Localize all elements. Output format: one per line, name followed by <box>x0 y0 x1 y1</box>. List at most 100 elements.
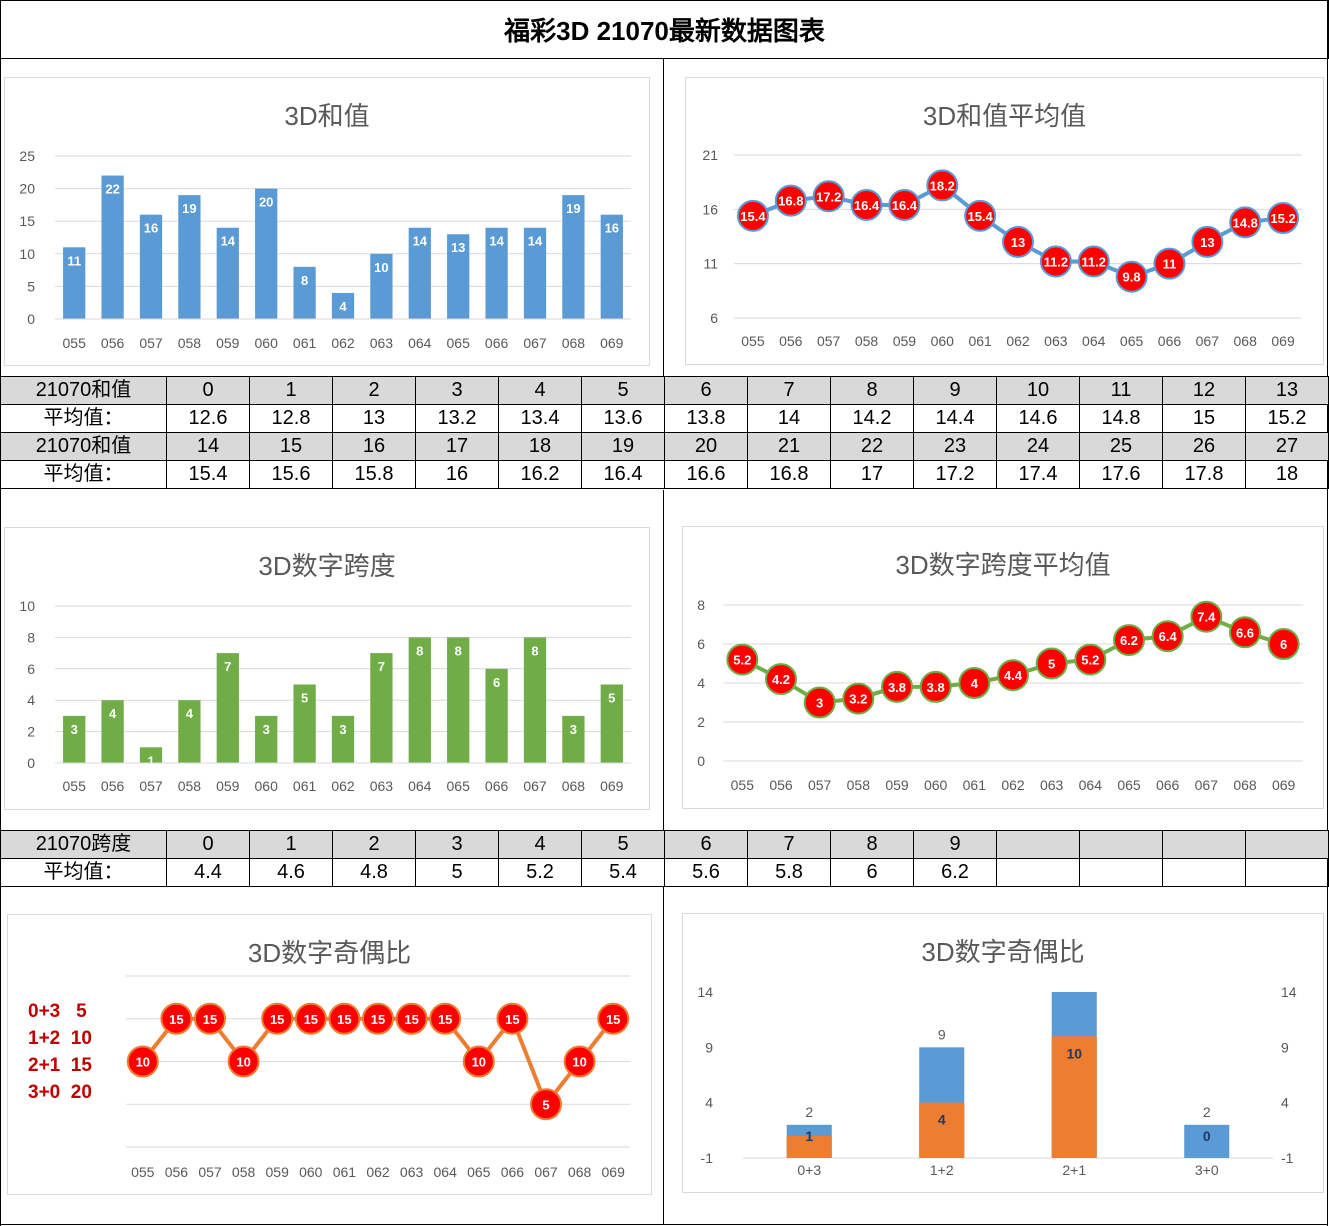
chart-title: 3D和值 <box>284 101 370 131</box>
table-row: 平均值： 4.4 4.6 4.8 5 5.2 5.4 5.6 5.8 6 6.2 <box>0 858 1329 887</box>
bar <box>408 227 431 319</box>
data-label: 4 <box>971 676 979 691</box>
bar <box>408 637 431 763</box>
x-tick-label: 067 <box>523 778 547 794</box>
data-label: 4 <box>938 1112 946 1128</box>
table-cell: 21 <box>747 432 831 461</box>
bar <box>216 227 239 319</box>
bar <box>63 247 86 319</box>
x-tick-label: 058 <box>847 777 871 793</box>
data-label: 16.4 <box>892 198 918 213</box>
data-label: 5 <box>542 1097 549 1112</box>
table-cell <box>1079 858 1163 887</box>
data-label: 15.2 <box>1270 211 1295 226</box>
y-tick-label: 0 <box>27 311 35 327</box>
table-cell: 23 <box>913 432 997 461</box>
data-label: 6.6 <box>1236 625 1254 640</box>
data-point <box>563 1045 596 1078</box>
x-tick-label: 068 <box>562 778 586 794</box>
data-label: 5 <box>1048 657 1055 672</box>
data-label: 3 <box>71 722 78 737</box>
table-cell: 12.6 <box>166 404 250 433</box>
data-label: 7.4 <box>1197 610 1216 625</box>
parity-bar-chart: 3D数字奇偶比 -1 -1 4 4 9 9 14 14 0+3 2 1 1+2 9 4 2+1 10 3+0 2 0 <box>682 913 1324 1193</box>
data-label: 15 <box>337 1012 351 1027</box>
data-label: 3.8 <box>927 680 945 695</box>
x-tick-label: 064 <box>408 335 432 351</box>
parity-line-chart: 3D数字奇偶比 0+3 5 1+2 10 2+1 15 3+0 20 055 05… <box>7 914 652 1195</box>
data-label: 3 <box>816 696 823 711</box>
bar <box>447 637 470 763</box>
data-point <box>1035 647 1068 680</box>
table-cell: 18 <box>1245 460 1329 489</box>
x-tick-label: 060 <box>924 777 948 793</box>
row-label: 21070和值 <box>0 432 167 461</box>
table-cell: 15.2 <box>1245 404 1329 433</box>
data-label: 15.4 <box>967 209 993 224</box>
table-cell: 5.8 <box>747 858 831 887</box>
span-average-table: 21070跨度 0 1 2 3 4 5 6 7 8 9 平均值： 4.4 4.6 4.8 5 5.2 5.4 5.6… <box>0 830 1329 887</box>
table-cell: 8 <box>830 376 914 405</box>
data-label: 8 <box>455 643 462 658</box>
x-tick-label: 068 <box>1233 777 1257 793</box>
table-cell: 15.6 <box>249 460 333 489</box>
span-average-line-chart: 0 2 4 6 8 055 056 057 058 059 060 061 062 063 064 065 06… <box>697 597 1303 793</box>
parity-legend-line: 1+2 10 <box>28 1028 92 1049</box>
table-row: 21070和值 14 15 16 17 18 19 20 21 22 23 24 25 26 27 <box>0 432 1329 461</box>
x-tick-label: 066 <box>1158 333 1182 349</box>
chart-title: 3D数字跨度 <box>258 551 396 581</box>
data-point <box>1229 616 1261 649</box>
data-label: 15.4 <box>740 209 766 224</box>
divider <box>663 887 664 1225</box>
bar <box>293 266 316 319</box>
bar <box>63 715 86 763</box>
bar <box>562 715 585 763</box>
bar <box>1184 1124 1230 1158</box>
x-tick-label: 0+3 <box>797 1162 821 1178</box>
x-tick-label: 063 <box>1044 333 1068 349</box>
x-tick-label: 065 <box>1120 333 1144 349</box>
table-cell: 6 <box>664 830 748 859</box>
parity-legend-line: 3+0 20 <box>28 1082 92 1103</box>
table-cell: 16.6 <box>664 460 748 489</box>
data-point <box>294 1002 327 1035</box>
table-cell: 4.6 <box>249 858 333 887</box>
bar <box>485 668 508 763</box>
data-label: 7 <box>378 659 385 674</box>
data-point <box>328 1002 361 1035</box>
data-label: 3.8 <box>888 680 906 695</box>
data-label: 17.2 <box>816 189 841 204</box>
table-cell: 14 <box>747 404 831 433</box>
parity-bar-svg: -1 -1 4 4 9 9 14 14 0+3 2 1 1+2 9 4 2+1 10 3+0 2 0 <box>697 984 1297 1178</box>
x-tick-label: 3+0 <box>1195 1162 1219 1178</box>
data-point <box>496 1002 529 1035</box>
table-cell: 0 <box>166 376 250 405</box>
x-tick-label: 068 <box>568 1164 592 1180</box>
data-label: 11 <box>1163 257 1177 272</box>
x-tick-label: 059 <box>216 335 240 351</box>
table-cell: 27 <box>1245 432 1329 461</box>
bar <box>139 214 163 319</box>
data-label: 9 <box>938 1026 946 1042</box>
bar <box>370 653 393 763</box>
divider <box>0 1224 1328 1225</box>
data-label: 1 <box>147 753 154 768</box>
chart-title: 3D和值平均值 <box>922 101 1087 131</box>
y2-tick-label: 14 <box>1281 984 1297 1000</box>
table-cell: 1 <box>249 830 333 859</box>
x-tick-label: 060 <box>299 1164 323 1180</box>
data-point <box>997 659 1029 692</box>
table-cell <box>1162 858 1246 887</box>
data-point <box>160 1002 193 1035</box>
table-cell: 7 <box>747 376 831 405</box>
data-point <box>462 1045 495 1078</box>
x-tick-label: 057 <box>139 335 163 351</box>
data-label: 3 <box>263 722 270 737</box>
table-cell: 13.8 <box>664 404 748 433</box>
data-label: 10 <box>136 1055 150 1070</box>
data-point <box>261 1002 294 1035</box>
bar <box>562 195 585 319</box>
data-point <box>1229 206 1262 239</box>
table-cell: 4 <box>498 376 582 405</box>
data-point <box>842 682 875 715</box>
